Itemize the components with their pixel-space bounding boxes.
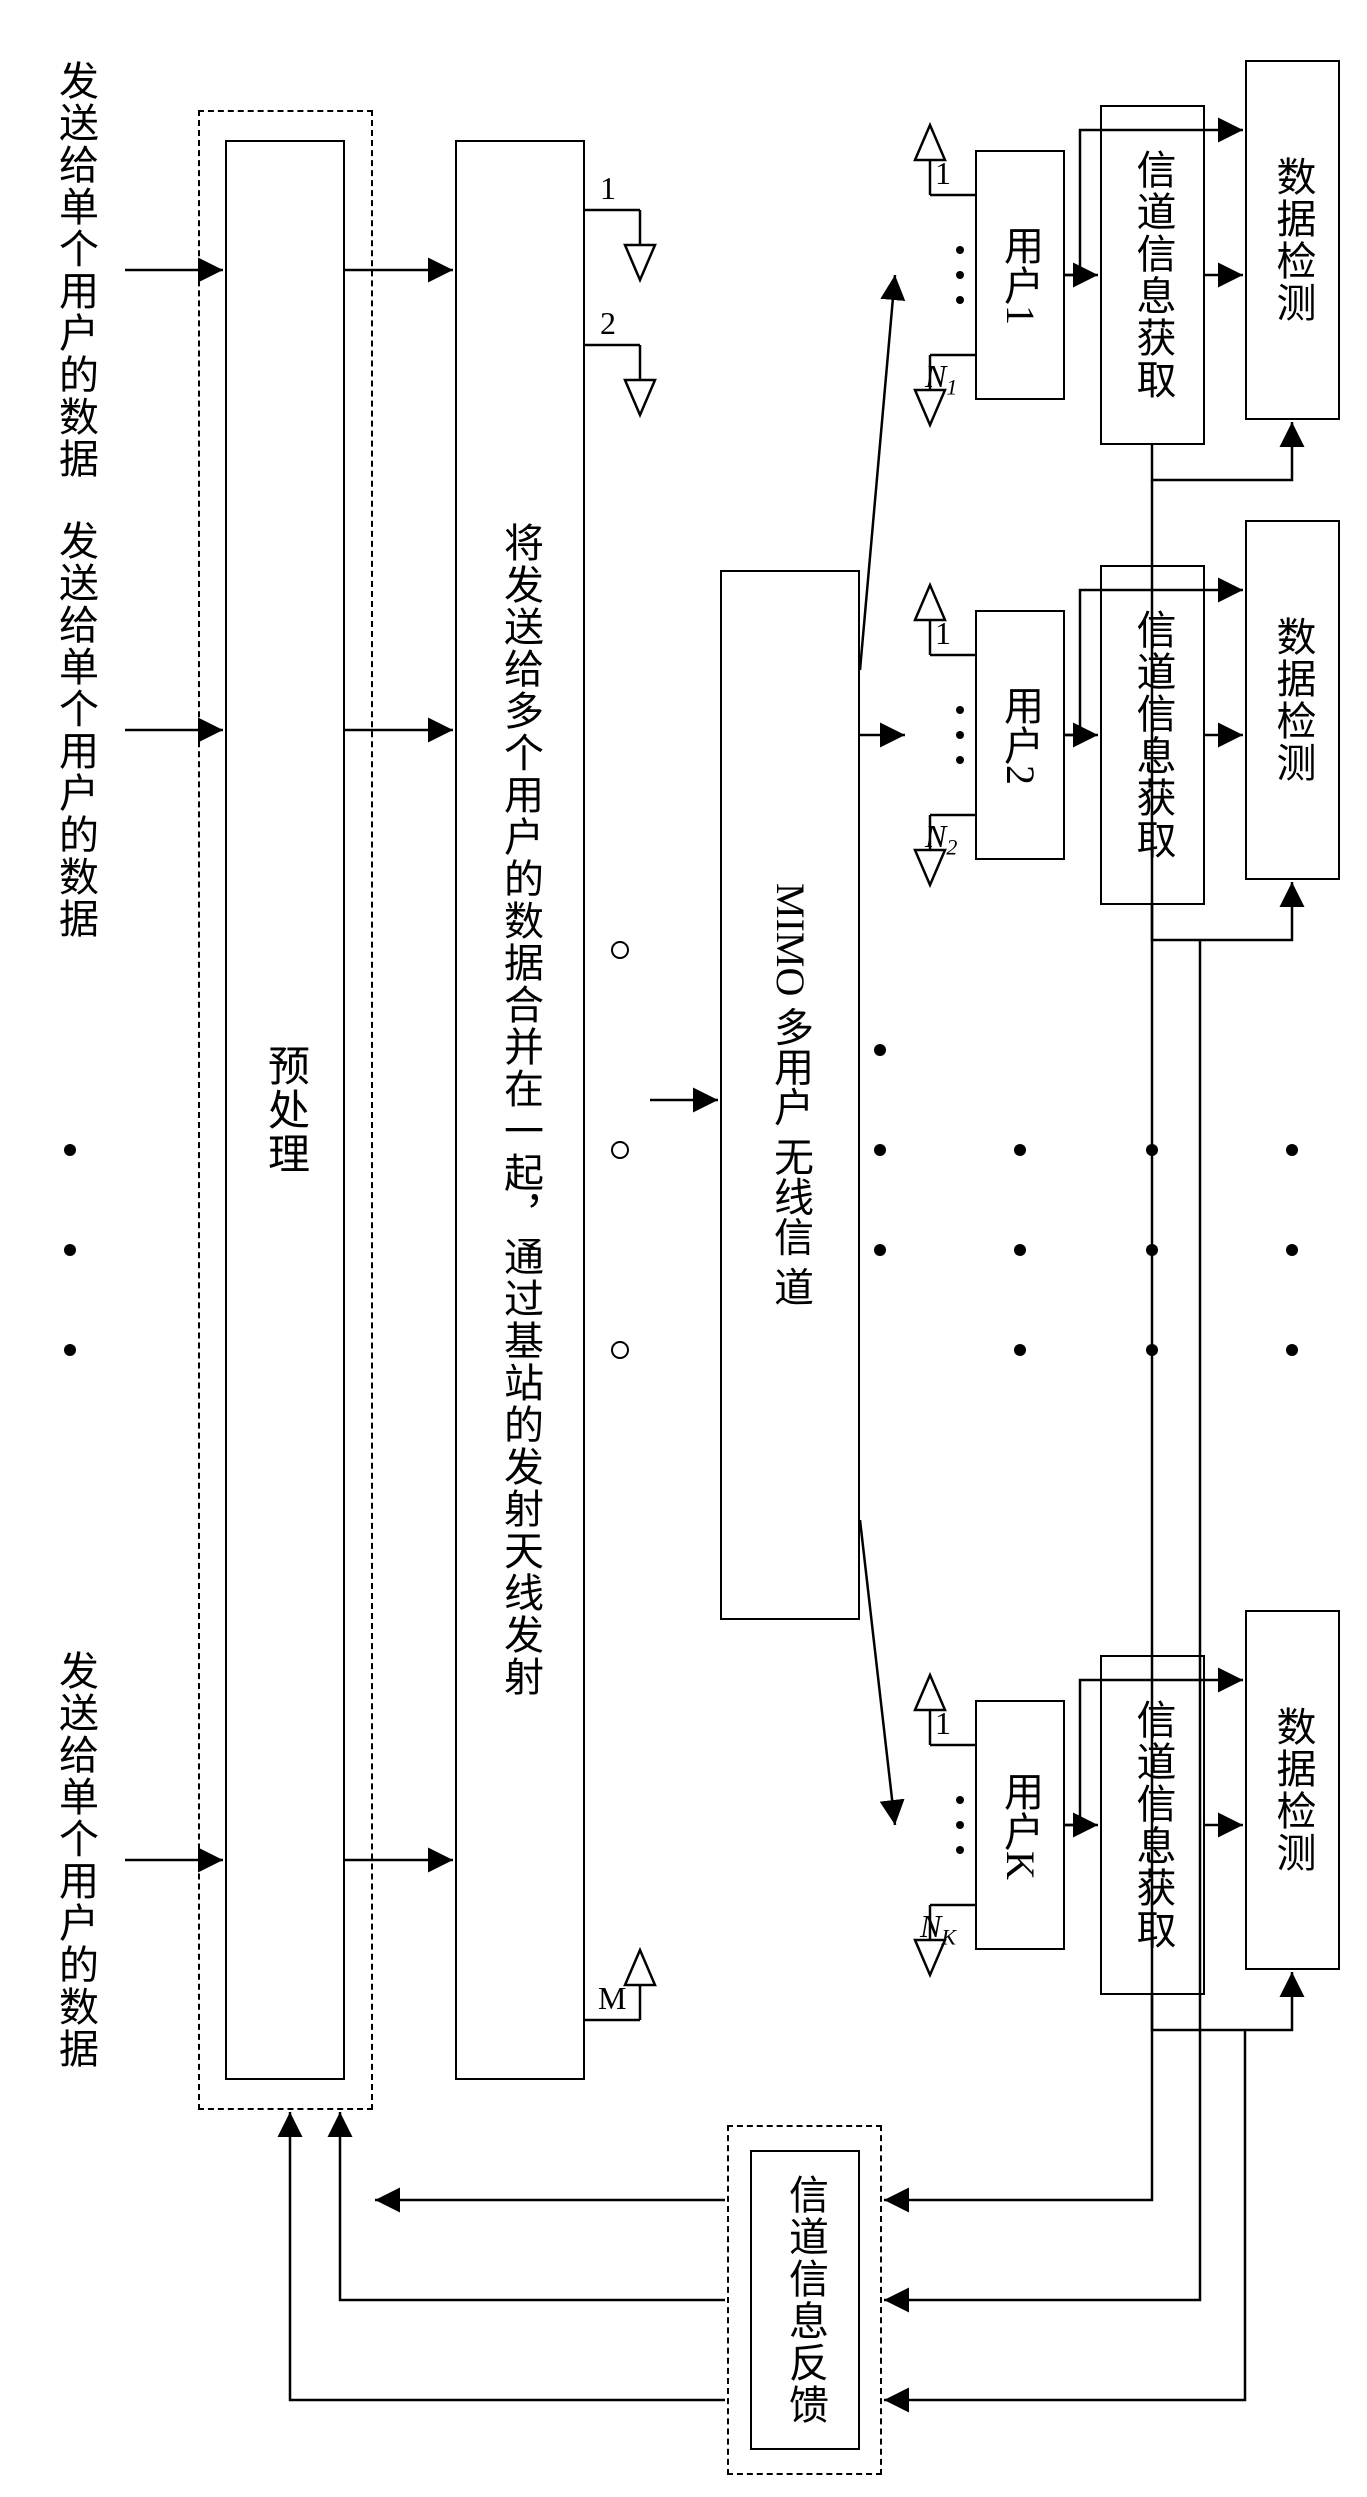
- channel-text-2: 无线信: [768, 1137, 813, 1257]
- tx-ant-m: M: [598, 1980, 626, 2017]
- rx1-bot: N1: [925, 358, 957, 400]
- rxk-top: 1: [935, 1705, 951, 1742]
- user-1-label: 用户1: [991, 225, 1049, 325]
- csi-get-k-box: 信道信息获取: [1100, 1655, 1205, 1995]
- detect-1-text: 数据检测: [1264, 156, 1322, 324]
- csi-feedback-text: 信道信息反馈: [776, 2174, 834, 2426]
- channel-text-3: 道: [768, 1267, 813, 1307]
- csi-get-2-box: 信道信息获取: [1100, 565, 1205, 905]
- user-2-label: 用户2: [991, 685, 1049, 785]
- tx-antenna-2: [585, 345, 655, 415]
- detect-2-text: 数据检测: [1264, 616, 1322, 784]
- csi-get-k-text: 信道信息获取: [1124, 1699, 1182, 1951]
- channel-box: MIMO 多用户 无线信 道: [720, 570, 860, 1620]
- csi-feedback-box: 信道信息反馈: [750, 2150, 860, 2450]
- combine-text: 将发送给多个用户的数据合并在一起，通过基站的发射天线发射: [494, 522, 546, 1698]
- rx2-bot: N2: [925, 818, 957, 860]
- input-label-k: 发送给单个用户的数据: [46, 1650, 104, 2070]
- preprocess-text: 预处理: [255, 1044, 316, 1176]
- rx1-top: 1: [935, 155, 951, 192]
- detect-k-text: 数据检测: [1264, 1706, 1322, 1874]
- csi-get-2-text: 信道信息获取: [1124, 609, 1182, 861]
- channel-text-mimo: MIMO: [768, 883, 813, 996]
- user-1-box: 用户1: [975, 150, 1065, 400]
- user-k-label: 用户K: [991, 1771, 1049, 1880]
- tx-antenna-1: [585, 210, 655, 280]
- detect-k-box: 数据检测: [1245, 1610, 1340, 1970]
- user-k-box: 用户K: [975, 1700, 1065, 1950]
- input-label-2: 发送给单个用户的数据: [46, 520, 104, 940]
- tx-ant-1: 1: [600, 170, 616, 207]
- user-2-box: 用户2: [975, 610, 1065, 860]
- preprocess-box: 预处理: [225, 140, 345, 2080]
- csi-get-1-text: 信道信息获取: [1124, 149, 1182, 401]
- tx-ant-2: 2: [600, 305, 616, 342]
- rxk-bot: NK: [920, 1908, 956, 1950]
- input-label-1: 发送给单个用户的数据: [46, 60, 104, 480]
- combine-box: 将发送给多个用户的数据合并在一起，通过基站的发射天线发射: [455, 140, 585, 2080]
- rx2-top: 1: [935, 615, 951, 652]
- detect-2-box: 数据检测: [1245, 520, 1340, 880]
- detect-1-box: 数据检测: [1245, 60, 1340, 420]
- csi-get-1-box: 信道信息获取: [1100, 105, 1205, 445]
- channel-text-1: 多用户: [768, 1007, 813, 1127]
